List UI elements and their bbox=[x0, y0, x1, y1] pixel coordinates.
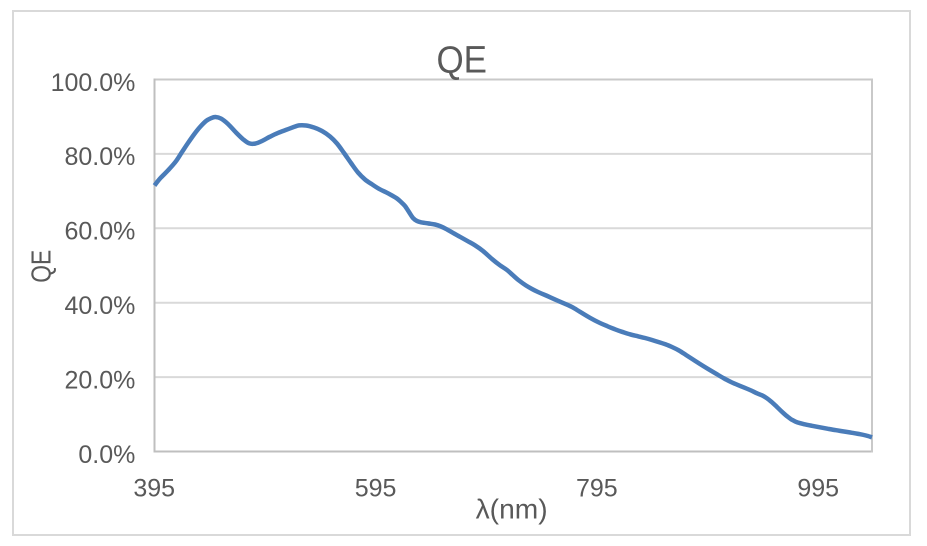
svg-text:795: 795 bbox=[576, 474, 618, 502]
svg-text:0.0%: 0.0% bbox=[78, 441, 135, 469]
svg-text:80.0%: 80.0% bbox=[65, 143, 136, 171]
svg-text:595: 595 bbox=[355, 474, 397, 502]
svg-text:995: 995 bbox=[797, 474, 839, 502]
svg-text:λ(nm): λ(nm) bbox=[476, 493, 548, 524]
svg-text:395: 395 bbox=[133, 474, 175, 502]
svg-text:QE: QE bbox=[436, 40, 487, 82]
svg-text:20.0%: 20.0% bbox=[65, 366, 136, 394]
svg-text:100.0%: 100.0% bbox=[51, 69, 136, 97]
svg-text:40.0%: 40.0% bbox=[65, 292, 136, 320]
svg-text:60.0%: 60.0% bbox=[65, 218, 136, 246]
svg-text:QE: QE bbox=[26, 250, 57, 283]
